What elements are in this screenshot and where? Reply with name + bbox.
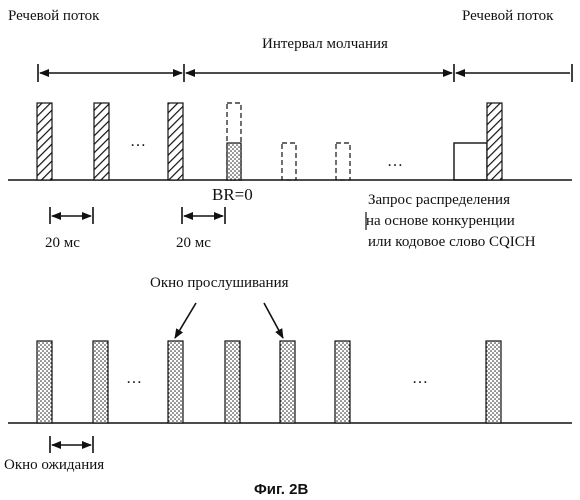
- listening-window: [225, 341, 240, 423]
- interval-label-left: 20 мс: [45, 235, 80, 251]
- listening-window: [93, 341, 108, 423]
- speech-packet: [487, 103, 502, 180]
- listening-window: [280, 341, 295, 423]
- listen-window-arrow-1: [175, 303, 196, 338]
- listening-window: [335, 341, 350, 423]
- top-ellipsis-1: …: [130, 133, 147, 150]
- figure-caption: Фиг. 2B: [254, 481, 308, 498]
- silence-descriptor-packet: [227, 143, 241, 180]
- request-line-3: или кодовое слово CQICH: [368, 234, 536, 250]
- silence-interval-label: Интервал молчания: [262, 36, 388, 52]
- speech-stream-left-label: Речевой поток: [8, 8, 100, 24]
- speech-packet: [168, 103, 183, 180]
- silent-frame: [336, 143, 350, 180]
- wait-window-label: Окно ожидания: [4, 457, 104, 473]
- speech-packet: [94, 103, 109, 180]
- silent-frame: [282, 143, 296, 180]
- listening-window: [168, 341, 183, 423]
- speech-packet: [37, 103, 52, 180]
- listen-window-label: Окно прослушивания: [150, 275, 289, 291]
- listening-window: [37, 341, 52, 423]
- interval-label-right: 20 мс: [176, 235, 211, 251]
- top-ellipsis-2: …: [387, 153, 404, 170]
- request-line-1: Запрос распределения: [368, 192, 510, 208]
- listening-window: [486, 341, 501, 423]
- listen-window-arrow-2: [264, 303, 283, 338]
- allocation-request-box: [454, 143, 487, 180]
- bottom-ellipsis-2: …: [412, 370, 429, 387]
- br-zero-label: BR=0: [212, 185, 253, 204]
- bottom-ellipsis-1: …: [126, 370, 143, 387]
- speech-stream-right-label: Речевой поток: [462, 8, 554, 24]
- request-line-2: на основе конкуренции: [366, 213, 515, 229]
